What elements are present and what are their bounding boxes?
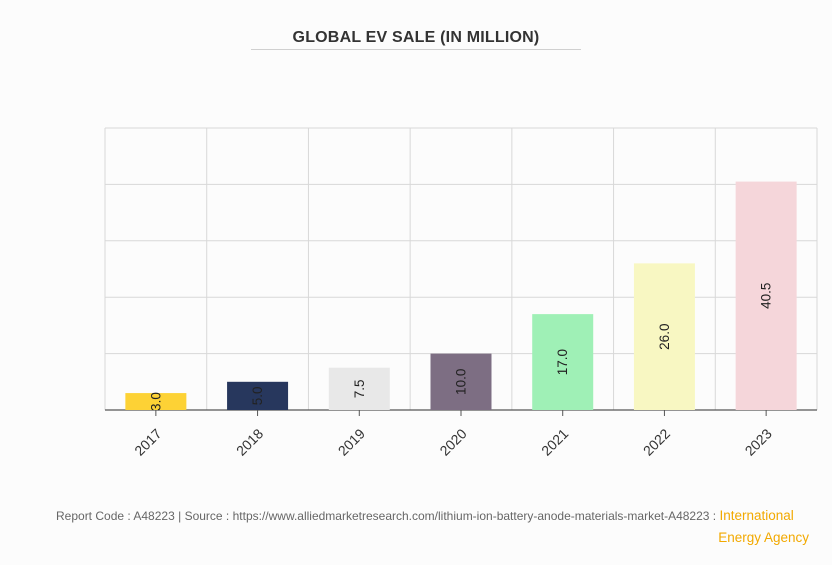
source-url: Source : https://www.alliedmarketresearc… — [184, 509, 717, 523]
data-label-2020: 10.0 — [454, 369, 469, 395]
chart-title: GLOBAL EV SALE (IN MILLION) — [292, 29, 540, 46]
bar-2020 — [430, 353, 492, 410]
bar-2019 — [328, 367, 390, 410]
bar-2017 — [125, 393, 187, 410]
x-tick-label-2020: 2020 — [436, 425, 469, 458]
x-tick-label-2022: 2022 — [640, 425, 673, 458]
data-label-2018: 5.0 — [250, 387, 265, 406]
bar-2021 — [532, 314, 594, 410]
data-label-2021: 17.0 — [555, 349, 570, 375]
source-org-line2: Energy Agency — [718, 530, 809, 545]
report-code: Report Code : A48223 — [56, 509, 175, 523]
data-label-2022: 26.0 — [657, 324, 672, 350]
footer-source: Report Code : A48223 | Source : https://… — [56, 508, 794, 523]
grid — [104, 127, 818, 411]
x-tick-label-2018: 2018 — [233, 425, 266, 458]
data-label-2019: 7.5 — [352, 379, 367, 398]
bar-2022 — [633, 263, 695, 410]
title-underline — [251, 49, 581, 50]
bars: 3.0 5.0 7.5 10.0 17.0 26.0 40.5 — [125, 181, 797, 411]
source-org-line1: International — [719, 508, 794, 523]
x-ticks: 2017 2018 2019 2020 2021 2022 2023 — [131, 410, 775, 459]
data-label-2023: 40.5 — [759, 283, 774, 309]
x-tick-label-2017: 2017 — [131, 425, 164, 458]
footer-separator: | — [178, 509, 182, 523]
data-label-2017: 3.0 — [148, 392, 163, 411]
x-tick-label-2021: 2021 — [538, 425, 571, 458]
x-tick-label-2019: 2019 — [335, 425, 368, 458]
bar-2018 — [227, 381, 289, 410]
bar-2023 — [735, 181, 797, 410]
x-tick-label-2023: 2023 — [742, 425, 775, 458]
